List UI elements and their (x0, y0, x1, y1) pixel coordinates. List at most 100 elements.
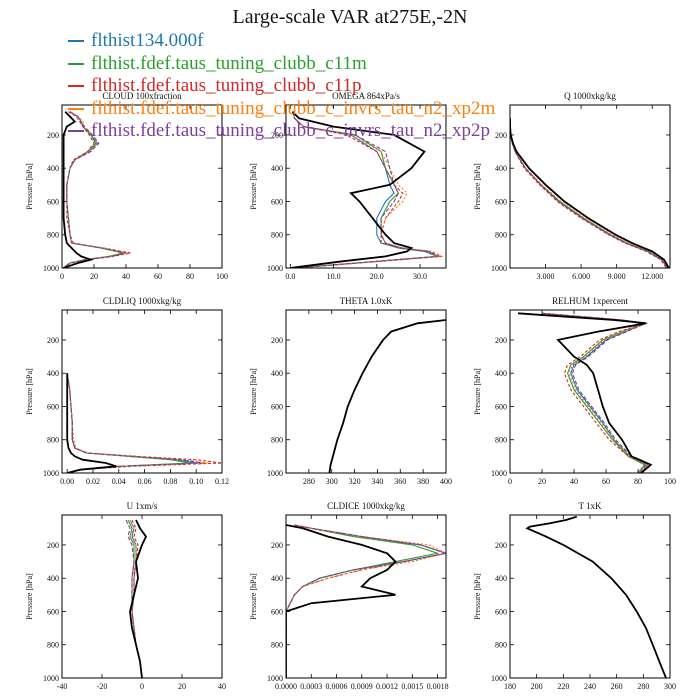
x-tick-label: 100 (664, 477, 676, 486)
y-tick-label: 1000 (491, 264, 507, 273)
y-axis-label: Pressure [hPa] (25, 368, 34, 415)
x-tick-label: 200 (531, 682, 543, 691)
y-tick-label: 200 (47, 131, 59, 140)
x-tick-label: 20.0 (370, 272, 384, 281)
x-tick-label: 0.06 (138, 477, 152, 486)
x-tick-label: 0.0006 (326, 682, 348, 691)
panel: THETA 1.0xK Pressure [hPa] 200 400 600 800 100… (249, 296, 452, 486)
x-tick-label: 0.0003 (300, 682, 322, 691)
panel-title: THETA 1.0xK (340, 296, 393, 306)
x-tick-label: 30.0 (413, 272, 427, 281)
series-group (328, 319, 446, 473)
y-tick-label: 200 (47, 541, 59, 550)
y-tick-label: 800 (271, 231, 283, 240)
legend-swatch (68, 62, 84, 65)
y-tick-label: 800 (271, 436, 283, 445)
y-tick-label: 600 (271, 607, 283, 616)
y-tick-label: 600 (495, 197, 507, 206)
panel-title: OMEGA 864xPa/s (332, 91, 400, 101)
series-line (510, 118, 667, 268)
x-tick-label: 0.0015 (401, 682, 423, 691)
y-tick-label: 1000 (43, 264, 59, 273)
x-tick-label: -20 (97, 682, 108, 691)
plot-frame (509, 104, 671, 269)
x-tick-label: 80 (634, 477, 642, 486)
series-line (526, 516, 667, 678)
series-line (526, 516, 667, 678)
series-line (125, 519, 143, 678)
series-line (328, 319, 446, 473)
y-tick-label: 400 (47, 369, 59, 378)
panel: OMEGA 864xPa/s Pressure [hPa] 200 400 600 800… (249, 91, 447, 281)
y-axis-label: Pressure [hPa] (249, 368, 258, 415)
y-tick-label: 800 (495, 231, 507, 240)
series-line (66, 373, 203, 473)
y-tick-label: 600 (495, 607, 507, 616)
legend-item: flthist.fdef.taus_tuning_clubb_c_invrs_t… (68, 120, 495, 143)
x-tick-label: 280 (637, 682, 649, 691)
series-line (510, 118, 669, 268)
series-line (541, 312, 649, 473)
panel-title: Q 1000xkg/kg (564, 91, 616, 101)
legend: flthist134.000f flthist.fdef.taus_tuning_… (68, 30, 495, 143)
y-tick-label: 1000 (267, 264, 283, 273)
x-tick-label: 0.0018 (427, 682, 449, 691)
series-line (66, 373, 197, 473)
panel-title: U 1xm/s (127, 501, 158, 511)
series-group (286, 524, 446, 678)
series-line (66, 373, 117, 473)
y-tick-label: 400 (495, 369, 507, 378)
x-tick-label: 20 (538, 477, 546, 486)
x-tick-label: 0.00 (60, 477, 74, 486)
legend-label: flthist.fdef.taus_tuning_clubb_c_invrs_t… (91, 120, 490, 142)
x-tick-label: 280 (303, 477, 315, 486)
series-line (328, 319, 446, 473)
y-tick-label: 800 (47, 436, 59, 445)
y-axis-label: Pressure [hPa] (249, 163, 258, 210)
x-tick-label: 0.12 (215, 477, 229, 486)
legend-swatch (68, 107, 84, 110)
x-tick-label: 60 (602, 477, 610, 486)
x-tick-label: 0.10 (189, 477, 203, 486)
y-axis-label: Pressure [hPa] (473, 573, 482, 620)
x-tick-label: 0.04 (112, 477, 126, 486)
series-line (541, 312, 649, 473)
y-tick-label: 200 (495, 541, 507, 550)
series-group (66, 373, 222, 473)
y-axis-label: Pressure [hPa] (473, 163, 482, 210)
y-tick-label: 200 (271, 541, 283, 550)
x-tick-label: 0 (508, 477, 512, 486)
series-group (290, 111, 444, 268)
x-tick-label: 320 (349, 477, 361, 486)
x-tick-label: 180 (504, 682, 516, 691)
y-tick-label: 600 (47, 197, 59, 206)
series-line (526, 516, 667, 678)
legend-swatch (68, 85, 84, 88)
x-tick-label: 80 (186, 272, 194, 281)
y-tick-label: 400 (47, 574, 59, 583)
y-tick-label: 400 (47, 164, 59, 173)
y-tick-label: 800 (47, 641, 59, 650)
y-tick-label: 600 (495, 402, 507, 411)
series-line (510, 118, 669, 268)
x-tick-label: 220 (557, 682, 569, 691)
figure-title: Large-scale VAR at275E,-2N (232, 6, 468, 28)
x-tick-label: 0 (60, 272, 64, 281)
y-tick-label: 600 (271, 402, 283, 411)
x-tick-label: 0 (140, 682, 144, 691)
y-tick-label: 1000 (491, 674, 507, 683)
y-tick-label: 1000 (267, 469, 283, 478)
y-tick-label: 400 (271, 574, 283, 583)
plot-frame (61, 104, 223, 269)
y-tick-label: 200 (495, 131, 507, 140)
series-line (526, 516, 667, 678)
legend-label: flthist.fdef.taus_tuning_clubb_c11m (91, 52, 367, 74)
legend-label: flthist.fdef.taus_tuning_clubb_c11p (91, 75, 362, 97)
x-tick-label: 340 (371, 477, 383, 486)
x-tick-label: 0.0000 (275, 682, 297, 691)
series-line (328, 319, 446, 473)
series-line (291, 111, 444, 268)
